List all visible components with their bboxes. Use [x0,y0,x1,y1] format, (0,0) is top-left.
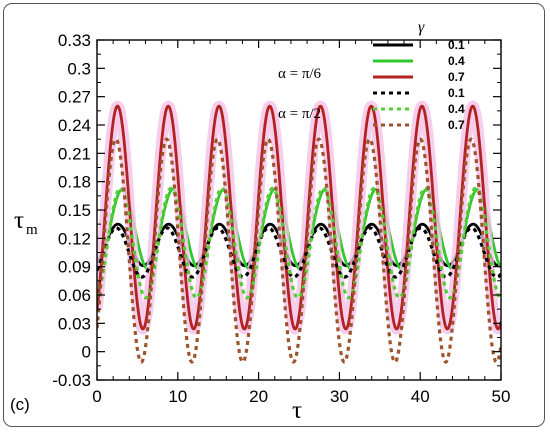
x-tick-label: 50 [492,387,511,406]
series-line-5 [97,137,501,364]
legend-entries: 0.1 0.4 0.7 0.1 0.4 0.7 [373,38,465,132]
y-axis-title: τ [14,207,24,234]
y-tick-label: 0.18 [58,173,91,192]
y-tick-label: 0.06 [58,286,91,305]
x-tick-label: 40 [411,387,430,406]
x-tick-label: 0 [92,387,101,406]
x-tick-label: 30 [330,387,349,406]
x-tick-label: 10 [168,387,187,406]
legend-label-3: 0.1 [448,86,465,100]
x-axis-title: τ [292,397,302,424]
y-tick-label: 0.15 [58,201,91,220]
y-tick-label: 0.27 [58,88,91,107]
y-tick-label: 0.24 [58,116,91,135]
legend-label-1: 0.4 [448,54,465,68]
figure-frame [3,3,545,427]
legend-label-4: 0.4 [448,102,465,116]
legend-title: γ [418,19,425,36]
group-label-1: α = π/2 [278,106,321,122]
legend: γ α = π/6 α = π/2 0.1 0.4 0.7 0.1 0.4 0.7 [278,19,465,132]
y-tick-label: 0.03 [58,314,91,333]
y-tick-label: 0.12 [58,229,91,248]
ticks-layer: 0 10 20 30 40 50-0.0300.030.060.090.120.150.1… [52,31,510,406]
y-tick-label: -0.03 [52,371,91,390]
group-label-0: α = π/6 [278,66,322,82]
y-tick-label: 0.09 [58,258,91,277]
y-tick-label: 0.33 [58,31,91,50]
legend-label-2: 0.7 [448,70,465,84]
x-tick-label: 20 [249,387,268,406]
series-layer [97,100,501,364]
y-axis-title-subscript: m [26,222,38,238]
legend-label-5: 0.7 [448,118,465,132]
series-line-2 [97,104,501,331]
panel-label: (c) [10,395,30,414]
y-tick-label: 0.21 [58,144,91,163]
legend-label-0: 0.1 [448,38,465,52]
y-tick-label: 0.3 [67,59,91,78]
y-tick-label: 0 [82,343,91,362]
